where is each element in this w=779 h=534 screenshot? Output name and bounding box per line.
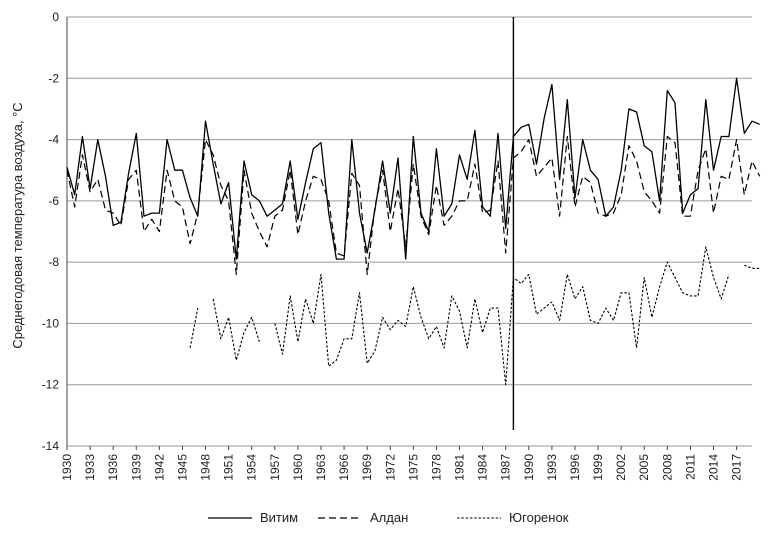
x-tick-label: 2017 (730, 454, 744, 481)
y-tick-labels: 0 -2 -4 -6 -8 -10 -12 -14 (42, 10, 60, 453)
legend-label: Витим (260, 510, 298, 525)
x-tick-label: 1933 (83, 454, 97, 481)
x-tick-label: 2002 (614, 454, 628, 481)
y-tick-label: -10 (42, 316, 60, 330)
x-tick-label: 1930 (60, 454, 74, 481)
x-tick-label: 1984 (476, 454, 490, 481)
x-tick-label: 1939 (129, 454, 143, 481)
x-tick-label: 1999 (591, 454, 605, 481)
x-tick-label: 1948 (199, 454, 213, 481)
y-tick-label: -12 (42, 378, 60, 392)
x-tick-label: 1954 (245, 454, 259, 481)
y-tick-label: -8 (48, 255, 59, 269)
x-tick-label: 2014 (707, 454, 721, 481)
y-tick-label: -6 (48, 194, 59, 208)
x-tick-label: 1990 (522, 454, 536, 481)
x-tick-label: 1993 (545, 454, 559, 481)
series-line-dotted (744, 264, 760, 269)
x-tick-label: 2005 (637, 454, 651, 481)
legend-label: Алдан (370, 510, 408, 525)
x-tick-label: 1972 (383, 454, 397, 481)
series-line-dotted (274, 246, 730, 386)
x-tick-label: 1945 (175, 454, 189, 481)
y-tick-label: -14 (42, 439, 60, 453)
y-tick-label: -2 (48, 71, 59, 85)
x-tick-label: 1969 (360, 454, 374, 481)
gridlines (66, 16, 752, 447)
y-tick-label: 0 (52, 10, 59, 24)
x-tick-label: 1996 (568, 454, 582, 481)
x-tick-label: 1936 (106, 454, 120, 481)
x-tick-label: 1978 (429, 454, 443, 481)
x-tick-label: 1981 (453, 454, 467, 481)
x-tick-label: 1963 (314, 454, 328, 481)
series-line-solid (66, 77, 760, 260)
x-tick-label: 1957 (268, 454, 282, 481)
x-tick-label: 2011 (683, 454, 697, 480)
legend-label: Югоренок (509, 510, 569, 525)
y-tick-label: -4 (48, 133, 59, 147)
series-line-dotted (212, 298, 260, 361)
legend: Витим Алдан Югоренок (208, 510, 569, 525)
x-tick-label: 1951 (222, 454, 236, 481)
x-tick-labels: 1930 1933 1936 1939 1942 1945 1948 1951 1954 1957… (60, 446, 744, 481)
x-tick-label: 1987 (499, 454, 513, 481)
series-line-dotted (189, 307, 199, 349)
x-tick-label: 1960 (291, 454, 305, 481)
x-tick-label: 2008 (660, 454, 674, 481)
plot-area (66, 17, 761, 430)
y-axis-title: Среднегодовая температура воздуха, °С (10, 102, 25, 348)
x-tick-label: 1966 (337, 454, 351, 481)
x-tick-label: 1975 (406, 454, 420, 481)
x-tick-label: 1942 (152, 454, 166, 481)
